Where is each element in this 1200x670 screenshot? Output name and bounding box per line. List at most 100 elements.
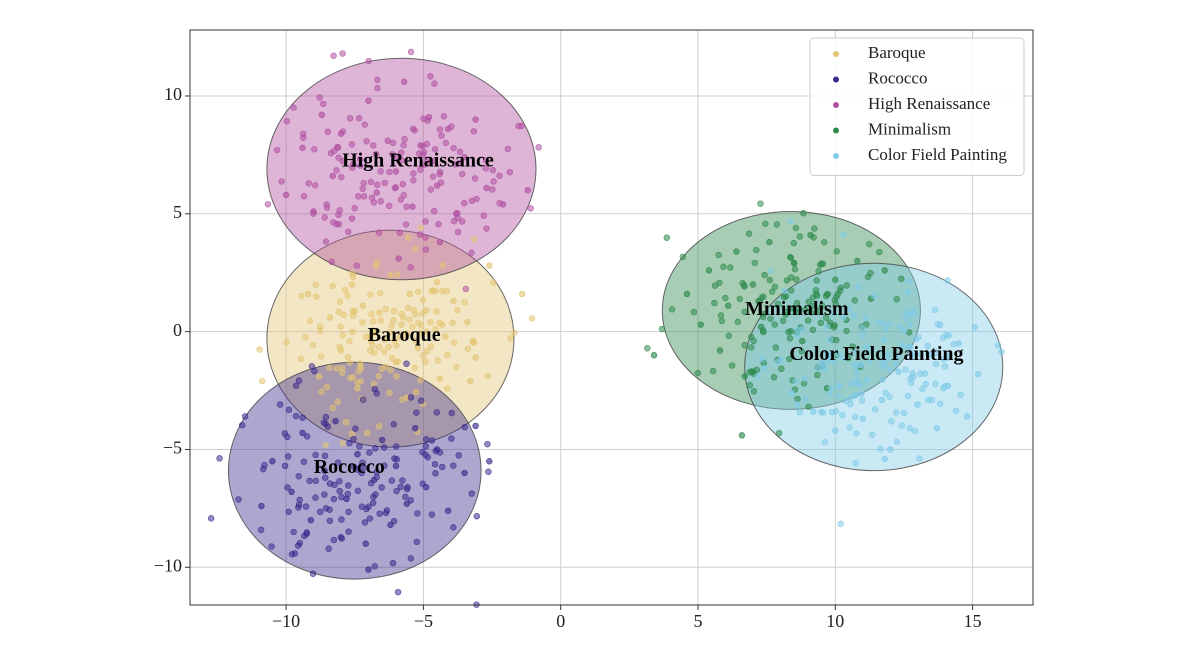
point-color-field-painting bbox=[875, 319, 882, 326]
point-rococco bbox=[302, 503, 310, 510]
point-color-field-painting bbox=[902, 366, 909, 373]
point-color-field-painting bbox=[810, 408, 817, 415]
point-rococco bbox=[352, 425, 359, 432]
point-baroque bbox=[381, 336, 389, 343]
point-high-renaissance bbox=[283, 117, 291, 125]
point-minimalism bbox=[715, 251, 722, 259]
point-color-field-painting bbox=[893, 409, 900, 416]
point-baroque bbox=[375, 423, 383, 430]
point-rococco bbox=[366, 449, 373, 456]
point-high-renaissance bbox=[506, 169, 513, 176]
point-minimalism bbox=[771, 321, 778, 328]
point-color-field-painting bbox=[903, 309, 911, 316]
point-minimalism bbox=[830, 323, 838, 331]
point-high-renaissance bbox=[392, 168, 400, 175]
point-rococco bbox=[300, 458, 308, 465]
point-high-renaissance bbox=[355, 115, 363, 122]
point-rococco bbox=[365, 566, 372, 573]
point-baroque bbox=[382, 305, 390, 313]
point-high-renaissance bbox=[299, 144, 306, 152]
point-rococco bbox=[316, 508, 324, 516]
point-minimalism bbox=[772, 344, 780, 351]
point-baroque bbox=[406, 290, 413, 298]
point-high-renaissance bbox=[365, 57, 372, 65]
point-minimalism bbox=[798, 348, 805, 355]
point-minimalism bbox=[741, 341, 748, 349]
point-high-renaissance bbox=[400, 78, 408, 86]
point-high-renaissance bbox=[328, 258, 335, 266]
point-high-renaissance bbox=[320, 100, 327, 108]
point-color-field-painting bbox=[912, 336, 919, 343]
point-baroque bbox=[336, 298, 344, 305]
point-high-renaissance bbox=[361, 121, 368, 128]
cluster-label-color-field-painting: Color Field Painting bbox=[789, 343, 963, 365]
point-color-field-painting bbox=[826, 336, 834, 343]
point-color-field-painting bbox=[902, 315, 909, 322]
point-baroque bbox=[444, 351, 451, 359]
point-baroque bbox=[377, 290, 384, 297]
point-rococco bbox=[336, 478, 343, 485]
point-baroque bbox=[335, 308, 342, 316]
point-high-renaissance bbox=[338, 173, 345, 181]
point-rococco bbox=[373, 390, 380, 397]
point-high-renaissance bbox=[461, 199, 468, 207]
point-rococco bbox=[407, 394, 415, 401]
point-rococco bbox=[360, 464, 368, 471]
legend-box bbox=[809, 37, 1025, 176]
point-rococco bbox=[472, 422, 479, 430]
point-baroque bbox=[316, 323, 324, 330]
legend-marker-baroque bbox=[833, 51, 839, 57]
point-color-field-painting bbox=[830, 309, 837, 317]
point-color-field-painting bbox=[880, 336, 887, 343]
point-color-field-painting bbox=[821, 366, 828, 373]
point-baroque bbox=[329, 282, 336, 290]
point-rococco bbox=[417, 397, 425, 404]
point-baroque bbox=[317, 353, 325, 360]
point-minimalism bbox=[792, 224, 800, 232]
point-rococco bbox=[331, 481, 338, 489]
point-color-field-painting bbox=[851, 413, 859, 421]
point-color-field-painting bbox=[871, 292, 878, 300]
point-high-renaissance bbox=[372, 150, 380, 158]
point-minimalism bbox=[668, 306, 676, 313]
legend-label-high-renaissance: High Renaissance bbox=[868, 94, 990, 113]
point-rococco bbox=[281, 462, 289, 470]
point-high-renaissance bbox=[368, 194, 376, 201]
point-high-renaissance bbox=[489, 186, 496, 193]
point-baroque bbox=[470, 339, 478, 346]
point-baroque bbox=[348, 430, 356, 438]
point-baroque bbox=[519, 290, 526, 298]
point-minimalism bbox=[709, 367, 717, 375]
point-high-renaissance bbox=[359, 185, 366, 192]
point-high-renaissance bbox=[436, 238, 444, 246]
point-minimalism bbox=[854, 257, 861, 265]
point-minimalism bbox=[718, 317, 726, 325]
point-color-field-painting bbox=[931, 306, 939, 314]
point-minimalism bbox=[893, 296, 900, 303]
point-color-field-painting bbox=[834, 351, 842, 358]
point-color-field-painting bbox=[832, 427, 839, 434]
point-baroque bbox=[378, 365, 386, 373]
point-rococco bbox=[397, 483, 404, 491]
point-high-renaissance bbox=[363, 138, 370, 145]
point-high-renaissance bbox=[527, 205, 534, 212]
point-baroque bbox=[367, 332, 374, 340]
point-baroque bbox=[256, 346, 263, 353]
point-minimalism bbox=[775, 429, 783, 437]
point-rococco bbox=[392, 443, 400, 450]
point-high-renaissance bbox=[357, 162, 364, 169]
point-color-field-painting bbox=[994, 342, 1002, 349]
point-rococco bbox=[388, 477, 396, 484]
point-high-renaissance bbox=[490, 178, 497, 185]
point-rococco bbox=[322, 474, 329, 481]
point-rococco bbox=[303, 433, 311, 440]
plot-frame bbox=[189, 29, 1034, 606]
point-high-renaissance bbox=[402, 221, 410, 228]
point-high-renaissance bbox=[348, 215, 356, 222]
point-baroque bbox=[412, 388, 420, 396]
point-baroque bbox=[472, 354, 479, 361]
point-color-field-painting bbox=[853, 369, 861, 376]
point-color-field-painting bbox=[950, 341, 957, 348]
point-baroque bbox=[419, 310, 426, 317]
point-minimalism bbox=[746, 382, 754, 389]
